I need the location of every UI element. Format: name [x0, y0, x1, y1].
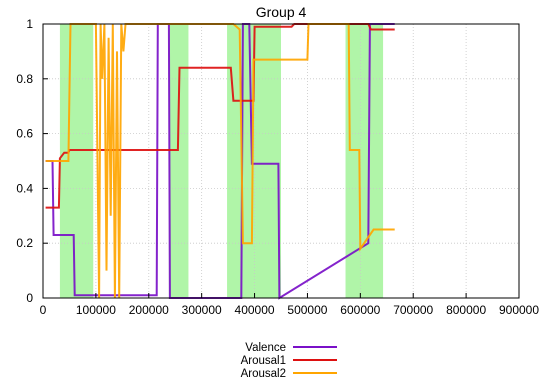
x-tick-label: 700000 — [393, 303, 433, 317]
y-tick-label: 0.8 — [16, 72, 33, 86]
x-tick-label: 200000 — [129, 303, 169, 317]
legend-label: Valence — [245, 342, 286, 354]
y-tick-label: 0.4 — [16, 181, 33, 195]
x-tick-label: 400000 — [235, 303, 275, 317]
series-line-arousal2 — [45, 23, 395, 299]
chart-title: Group 4 — [256, 4, 307, 20]
x-tick-label: 500000 — [287, 303, 327, 317]
legend-label: Arousal2 — [241, 368, 286, 380]
x-tick-label: 300000 — [182, 303, 222, 317]
series-lines — [45, 23, 395, 300]
x-tick-label: 0 — [40, 303, 47, 317]
x-tick-label: 800000 — [446, 303, 486, 317]
plot-frame — [42, 23, 520, 299]
y-tick-label: 1 — [26, 17, 33, 31]
y-tick-label: 0.2 — [16, 236, 33, 250]
y-tick-label: 0 — [26, 291, 33, 305]
x-tick-label: 900000 — [499, 303, 539, 317]
x-axis: 0 100000 200000 300000 400000 500000 600000 700… — [40, 293, 539, 317]
y-axis: 0 0.2 0.4 0.6 0.8 1 — [16, 17, 48, 305]
y-tick-label: 0.6 — [16, 127, 33, 141]
highlight-region — [345, 24, 384, 298]
highlight-region — [168, 24, 189, 298]
x-tick-label: 100000 — [76, 303, 116, 317]
legend-label: Arousal1 — [241, 355, 286, 367]
x-tick-label: 600000 — [340, 303, 380, 317]
